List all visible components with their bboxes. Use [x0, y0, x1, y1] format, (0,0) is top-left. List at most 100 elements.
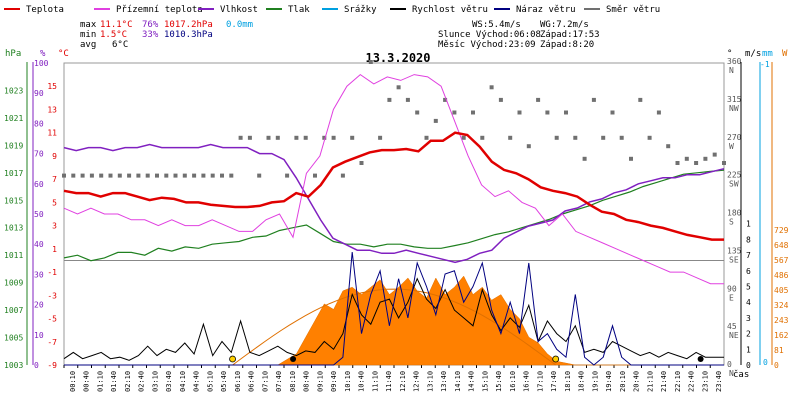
hpa-tick: 1017: [4, 169, 23, 178]
stats-min-label: min: [80, 30, 96, 40]
series-wind-dir-point: [294, 135, 299, 140]
hpa-tick: 1007: [4, 306, 23, 315]
legend-item-naraz-vetru: Náraz větru: [494, 5, 576, 15]
hour-tick: 19:40: [605, 371, 613, 392]
hour-tick: 13:40: [440, 371, 448, 392]
stats-max-hum: 76%: [142, 20, 159, 30]
hour-tick: 21:10: [646, 371, 654, 392]
hour-tick: 00:10: [69, 371, 77, 392]
w-tick: 729: [774, 226, 789, 235]
pct-tick: 100: [34, 59, 49, 68]
stats-max-temp: 11.1°C: [100, 20, 133, 30]
dir-tick: 315: [727, 95, 742, 104]
series-wind-dir-point: [89, 173, 94, 178]
w-tick: 0: [774, 361, 779, 370]
stats-ws: WS:5.4m/s: [472, 20, 521, 30]
series-wind-dir-point: [303, 135, 308, 140]
legend: Teplota Přízemní teplota Vlhkost Tlak Sr…: [4, 5, 660, 15]
ms-tick: 8: [746, 235, 751, 244]
dir-name-tick: SE: [729, 255, 739, 264]
series-wind-dir-point: [387, 97, 392, 102]
hour-tick: 08:10: [289, 371, 297, 392]
c-tick: -9: [47, 361, 57, 370]
c-tick: 9: [52, 152, 57, 161]
c-tick: -5: [47, 315, 57, 324]
series-wind-dir-point: [675, 161, 680, 165]
series-wind-dir-point: [192, 173, 197, 178]
x-axis-label: čas: [733, 369, 749, 380]
pct-tick: 20: [34, 301, 44, 310]
hour-tick: 10:40: [358, 371, 366, 392]
series-wind-dir-point: [266, 135, 271, 140]
series-wind-dir-point: [452, 110, 457, 115]
series-wind-dir-point: [601, 135, 606, 140]
chart-title: 13.3.2020: [365, 51, 430, 65]
stats-max-label: max: [80, 20, 97, 30]
series-wind-dir-point: [378, 135, 383, 140]
stats-block: max 11.1°C 76% 1017.2hPa 0.0mm min 1.5°C…: [80, 20, 600, 50]
hour-tick: 06:40: [248, 371, 256, 392]
legend-item-rychlost-vetru: Rychlost větru: [390, 5, 488, 15]
hour-tick: 02:10: [124, 371, 132, 392]
hour-tick: 07:10: [261, 371, 269, 392]
series-wind-dir-point: [257, 173, 262, 178]
dir-tick: 360: [727, 57, 742, 66]
stats-slunce-zapad: Západ:17:53: [540, 30, 600, 40]
hpa-tick: 1011: [4, 251, 23, 260]
series-wind-dir-point: [275, 135, 280, 140]
series-wind-dir-point: [656, 110, 661, 115]
svg-text:Vlhkost: Vlhkost: [220, 5, 258, 15]
svg-text:Směr větru: Směr větru: [606, 5, 660, 15]
series-wind-dir-point: [619, 135, 624, 140]
c-tick: 7: [52, 175, 57, 184]
dir-name-tick: NW: [729, 104, 739, 113]
hour-tick: 01:10: [96, 371, 104, 392]
hpa-tick: 1003: [4, 361, 23, 370]
series-wind-dir-point: [238, 135, 243, 140]
hpa-tick: 1019: [4, 141, 23, 150]
dir-name-tick: N: [729, 66, 734, 75]
dir-tick: 0: [727, 360, 732, 369]
svg-text:Přízemní teplota: Přízemní teplota: [116, 5, 203, 15]
hour-tick: 04:10: [179, 371, 187, 392]
svg-text:Rychlost větru: Rychlost větru: [412, 5, 488, 15]
hpa-tick: 1015: [4, 196, 23, 205]
series-wind-dir-point: [666, 144, 671, 149]
pct-tick: 90: [34, 89, 44, 98]
stats-wg: WG:7.2m/s: [540, 20, 589, 30]
hpa-unit-label: hPa: [5, 49, 21, 59]
series-wind-dir-point: [164, 173, 169, 178]
series-wind-dir-point: [517, 110, 522, 115]
hour-tick: 13:10: [426, 371, 434, 392]
w-tick: 486: [774, 271, 789, 280]
c-tick: 3: [52, 222, 57, 231]
legend-item-teplota: Teplota: [4, 5, 64, 15]
legend-item-srazky: Srážky: [322, 5, 377, 15]
series-wind-dir-point: [424, 135, 429, 140]
series-wind-dir-point: [722, 161, 726, 165]
series-prizemni-teplota: [63, 73, 724, 285]
hour-tick: 09:40: [330, 371, 338, 392]
legend-item-smer-vetru: Směr větru: [584, 5, 660, 15]
hour-tick: 23:10: [701, 371, 709, 392]
pct-tick: 0: [34, 361, 39, 370]
stats-min-press: 1010.3hPa: [164, 30, 213, 40]
w-tick: 324: [774, 301, 789, 310]
hpa-tick: 1013: [4, 224, 23, 233]
deg-unit-label: °: [727, 49, 732, 59]
hour-tick: 15:40: [495, 371, 503, 392]
series-wind-dir-point: [405, 97, 410, 102]
mm-unit-label: mm: [762, 49, 773, 59]
svg-text:Teplota: Teplota: [26, 5, 64, 15]
hour-tick: 07:40: [275, 371, 283, 392]
series-wind-dir-point: [340, 173, 345, 178]
hour-tick: 10:10: [344, 371, 352, 392]
series-wind-dir-point: [638, 97, 643, 102]
hour-tick: 03:10: [151, 371, 159, 392]
c-tick: 5: [52, 198, 57, 207]
ms-tick: 4: [746, 298, 751, 307]
ms-tick: 3: [746, 314, 751, 323]
dir-tick: 90: [727, 284, 737, 293]
c-unit-label: °C: [58, 49, 69, 59]
hpa-tick: 1023: [4, 86, 23, 95]
